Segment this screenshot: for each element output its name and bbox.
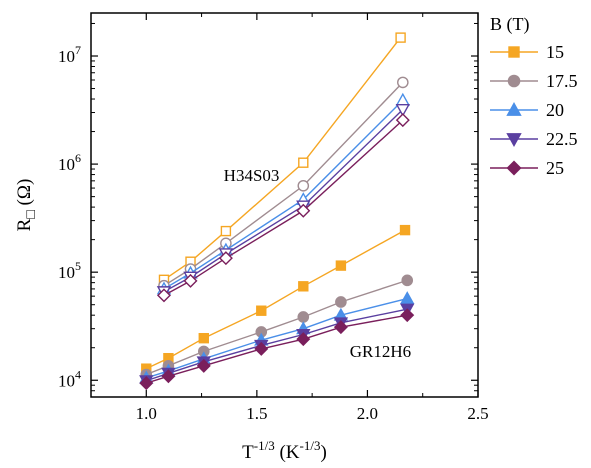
legend-label: 15 [546, 42, 564, 62]
data-point-diamond [254, 341, 269, 356]
data-point-triangle-down [395, 103, 411, 117]
x-tick-label: 1.0 [136, 404, 157, 423]
data-point-square [395, 32, 406, 43]
data-point-diamond [183, 273, 198, 288]
x-tick-label: 2.5 [467, 404, 488, 423]
series-line-h34s03 [163, 81, 404, 287]
legend-entry-20: 20 [490, 100, 564, 120]
annotation-layer: H34S03 GR12H6 [224, 166, 411, 361]
data-point-circle [507, 74, 521, 88]
data-point-square [298, 157, 309, 168]
y-tick-label: 104 [58, 367, 81, 390]
series-line-h34s03 [163, 119, 404, 296]
series-20 [139, 92, 415, 384]
data-point-circle [401, 274, 414, 287]
data-point-diamond [506, 160, 522, 176]
data-point-square [399, 224, 411, 236]
data-point-diamond [161, 369, 176, 384]
data-point-circle [297, 311, 310, 323]
data-point-square [198, 332, 209, 344]
y-axis-title: R□ (Ω) [14, 179, 39, 232]
x-tick-label: 2.0 [357, 404, 378, 423]
series-layer [139, 32, 415, 391]
series-25 [139, 113, 415, 391]
x-tick-label: 1.5 [246, 404, 267, 423]
data-point-diamond [139, 376, 154, 391]
sample-label-annotation: GR12H6 [350, 342, 411, 361]
legend-label: 17.5 [546, 71, 578, 91]
data-point-diamond [156, 288, 171, 303]
series-15 [141, 32, 411, 374]
tick-layer: 1.0 1.5 2.0 2.5 104 105 106 107 [58, 13, 489, 423]
y-tick-label: 105 [58, 259, 81, 282]
legend-entry-25: 25 [490, 158, 564, 178]
data-point-diamond [218, 251, 233, 266]
data-point-square [335, 260, 347, 271]
axis-title-layer: T-1/3 (K-1/3) R□ (Ω) [14, 179, 327, 463]
data-point-triangle-up [506, 102, 522, 116]
sample-label-annotation: H34S03 [224, 166, 280, 185]
data-point-circle [397, 76, 409, 89]
legend-label: 20 [546, 100, 564, 120]
legend-entry-15: 15 [490, 42, 564, 62]
y-tick-label: 106 [58, 151, 81, 174]
legend-label: 22.5 [546, 129, 578, 149]
data-point-square [508, 46, 520, 58]
data-point-square [256, 305, 267, 316]
legend-entry-22-5: 22.5 [490, 129, 578, 149]
data-point-square [220, 225, 232, 237]
data-point-diamond [296, 332, 311, 347]
series-line-h34s03 [163, 99, 404, 290]
series-line-gr12h6 [146, 297, 408, 379]
y-tick-label: 107 [58, 43, 81, 66]
data-point-triangle-up [395, 92, 411, 106]
x-axis-title: T-1/3 (K-1/3) [242, 438, 327, 463]
data-point-triangle-up [400, 291, 415, 305]
data-point-triangle-down [506, 133, 522, 147]
data-point-diamond [196, 358, 211, 373]
data-point-square [298, 281, 309, 292]
data-point-diamond [333, 320, 348, 335]
data-point-circle [335, 296, 347, 308]
legend-title: B (T) [490, 14, 530, 35]
plot-frame-layer [90, 12, 479, 398]
series-17-5 [140, 76, 414, 381]
legend-entry-17-5: 17.5 [490, 71, 578, 91]
legend-label: 25 [546, 158, 564, 178]
data-point-circle [297, 179, 310, 192]
plot-area-border [90, 12, 479, 398]
legend-layer: B (T) 15 17.5 20 22.5 25 [490, 14, 578, 178]
data-point-diamond [296, 203, 311, 218]
data-point-diamond [400, 308, 415, 323]
data-point-diamond [395, 113, 410, 128]
series-line-h34s03 [163, 37, 402, 281]
